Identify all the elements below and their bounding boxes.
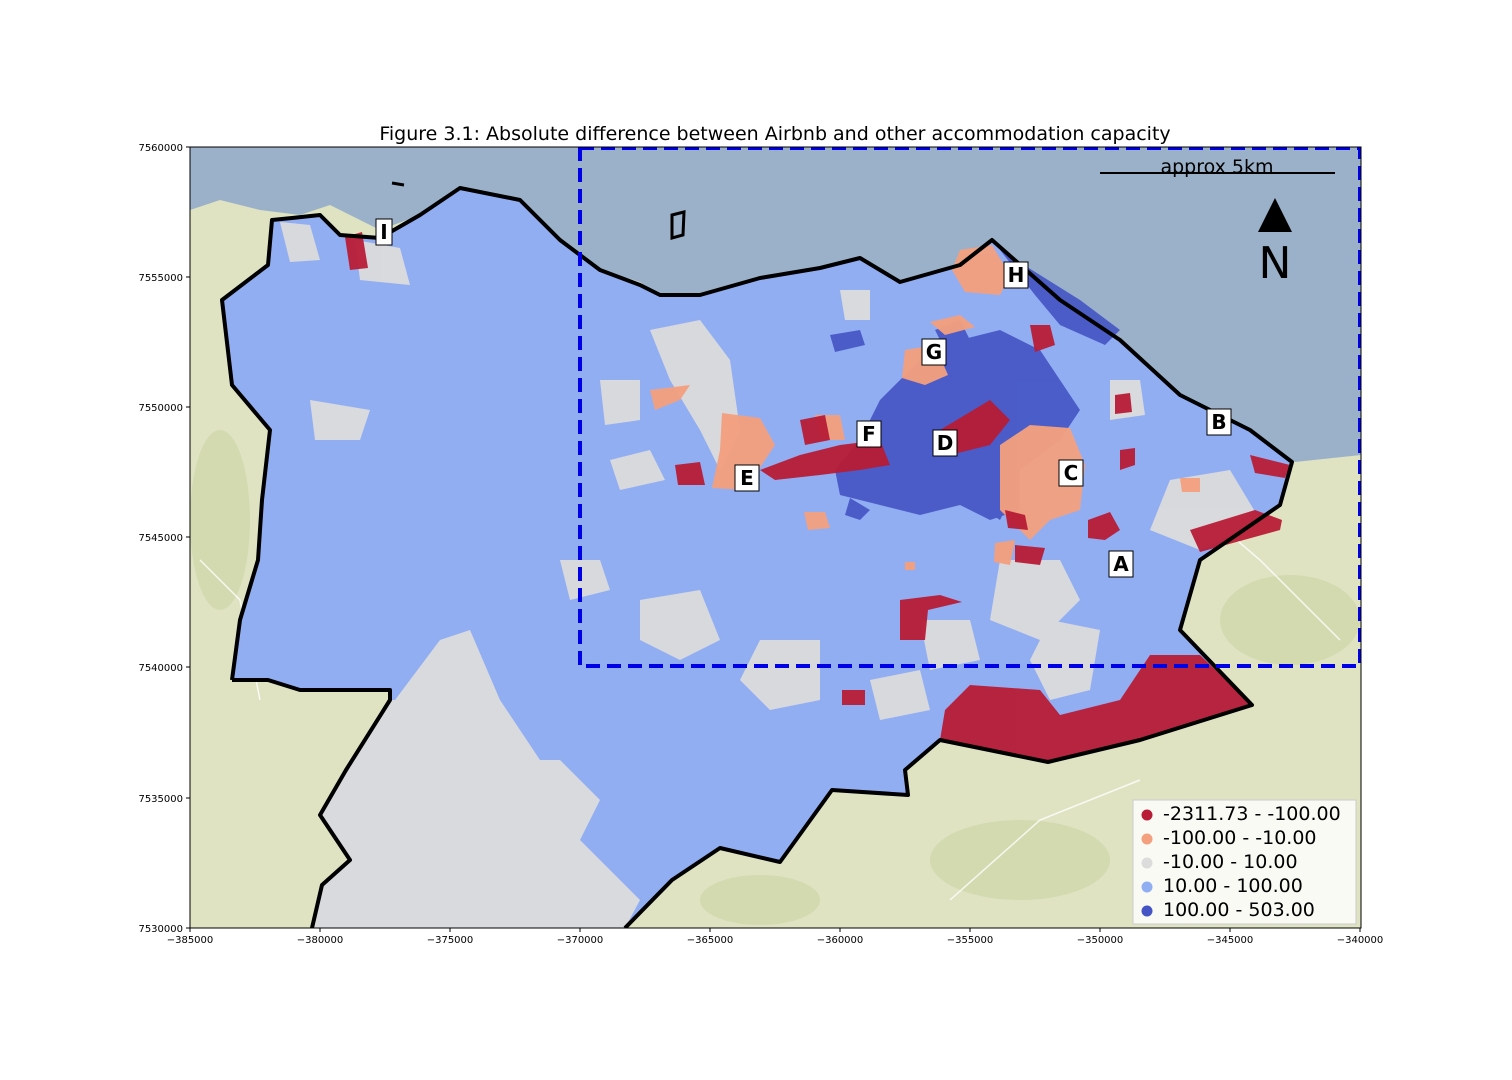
x-tick-label: −355000 <box>947 935 994 946</box>
x-tick-label: −350000 <box>1077 935 1124 946</box>
scale-bar-label: approx 5km <box>1160 156 1273 178</box>
region-minus2311-to-minus100 <box>345 232 1290 762</box>
svg-text:E: E <box>740 466 754 490</box>
x-tick-label: −340000 <box>1337 935 1384 946</box>
y-axis: 7560000 7555000 7550000 7545000 7540000 … <box>138 143 190 935</box>
place-label-c: C <box>1058 459 1084 487</box>
council-boundary-west <box>232 678 392 928</box>
north-arrow-label: N <box>1259 238 1292 289</box>
x-tick-label: −370000 <box>557 935 604 946</box>
legend-item: 10.00 - 100.00 <box>1141 875 1303 897</box>
place-label-h: H <box>1003 261 1029 289</box>
legend-item: 100.00 - 503.00 <box>1141 899 1315 921</box>
region-minus100-to-minus10 <box>650 245 1200 570</box>
svg-text:I: I <box>380 220 387 244</box>
legend-item: -100.00 - -10.00 <box>1141 827 1317 849</box>
legend-item: -10.00 - 10.00 <box>1141 851 1298 873</box>
svg-text:A: A <box>1113 552 1129 576</box>
council-boundary <box>220 186 1294 928</box>
y-tick-label: 7530000 <box>138 924 183 935</box>
x-tick-label: −365000 <box>687 935 734 946</box>
island-inchcolm <box>670 210 686 240</box>
map-legend: -2311.73 - -100.00 -100.00 - -10.00 -10.… <box>1132 799 1357 925</box>
region-minus10-to-10 <box>280 222 1260 928</box>
inset-extent-box <box>578 147 1361 668</box>
y-tick-label: 7545000 <box>138 533 183 544</box>
x-tick-label: −360000 <box>817 935 864 946</box>
svg-text:10.00 - 100.00: 10.00 - 100.00 <box>1163 875 1303 897</box>
x-tick-label: −380000 <box>297 935 344 946</box>
basemap-terrain <box>190 430 1360 925</box>
x-axis: −385000 −380000 −375000 −370000 −365000 … <box>167 928 1384 946</box>
y-tick-label: 7560000 <box>138 143 183 154</box>
y-tick-label: 7550000 <box>138 403 183 414</box>
svg-text:-10.00 - 10.00: -10.00 - 10.00 <box>1163 851 1298 873</box>
x-tick-label: −385000 <box>167 935 214 946</box>
place-label-e: E <box>734 464 760 492</box>
svg-text:100.00 - 503.00: 100.00 - 503.00 <box>1163 899 1315 921</box>
x-tick-label: −375000 <box>427 935 474 946</box>
place-label-a: A <box>1108 550 1134 578</box>
place-label-i: I <box>375 218 393 246</box>
x-tick-label: −345000 <box>1207 935 1254 946</box>
svg-text:G: G <box>926 340 942 364</box>
figure-title: Figure 3.1: Absolute difference between … <box>379 123 1170 145</box>
svg-text:-100.00 - -10.00: -100.00 - -10.00 <box>1163 827 1317 849</box>
place-labels: A B C D E F G H I <box>375 218 1232 578</box>
island-small <box>391 181 405 187</box>
north-arrow-icon <box>1258 198 1292 232</box>
legend-box <box>1132 799 1357 925</box>
basemap-sea <box>190 147 1361 462</box>
map-panel: approx 5km N A B C D E F G H I -2311.73 … <box>190 147 1361 928</box>
place-label-b: B <box>1206 408 1232 436</box>
svg-text:D: D <box>937 431 954 455</box>
y-tick-label: 7540000 <box>138 663 183 674</box>
svg-text:B: B <box>1211 410 1226 434</box>
place-label-g: G <box>921 338 947 366</box>
svg-text:F: F <box>862 422 876 446</box>
y-tick-label: 7535000 <box>138 794 183 805</box>
place-label-d: D <box>932 429 958 457</box>
y-tick-label: 7555000 <box>138 273 183 284</box>
place-label-f: F <box>856 420 882 448</box>
svg-text:-2311.73 - -100.00: -2311.73 - -100.00 <box>1163 803 1341 825</box>
svg-text:H: H <box>1008 263 1025 287</box>
svg-text:C: C <box>1064 461 1079 485</box>
legend-item: -2311.73 - -100.00 <box>1141 803 1341 825</box>
